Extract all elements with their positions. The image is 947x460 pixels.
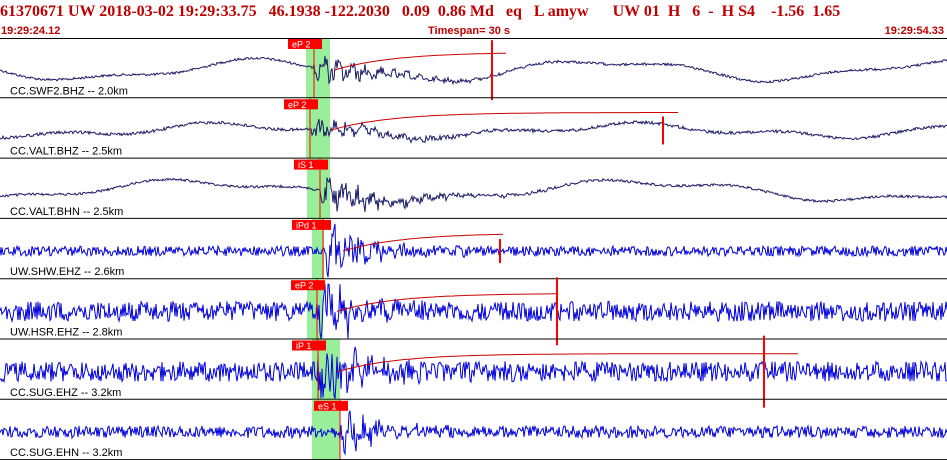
station-channel-label: CC.VALT.BHZ -- 2.5km: [10, 146, 122, 158]
station-channel-label: CC.SUG.EHZ -- 3.2km: [10, 387, 121, 399]
analysis-window-highlight: [312, 218, 324, 280]
phase-pick-label: eP 2: [292, 40, 310, 50]
phase-pick-flag[interactable]: [288, 39, 322, 49]
phase-pick-flag[interactable]: [291, 280, 325, 291]
waveform-line: [0, 55, 947, 86]
trace-row[interactable]: iPd 1 UW.SHW.EHZ -- 2.6km: [0, 218, 947, 280]
phase-pick-label: eP 2: [288, 100, 306, 110]
phase-pick-flag[interactable]: [292, 219, 331, 230]
trace-row[interactable]: iP 1 CC.SUG.EHZ -- 3.2km: [0, 335, 947, 408]
trace-row[interactable]: iS 1 CC.VALT.BHN -- 2.5km: [0, 158, 947, 219]
waveform-line: [0, 223, 947, 278]
phase-pick-label: iPd 1: [296, 220, 317, 230]
phase-pick-flag[interactable]: [314, 400, 348, 411]
waveform-line: [0, 118, 947, 144]
analysis-window-highlight: [307, 158, 330, 219]
station-channel-label: CC.SUG.EHN -- 3.2km: [10, 447, 122, 459]
waveform-line: [0, 177, 947, 213]
station-channel-label: CC.VALT.BHN -- 2.5km: [10, 206, 123, 218]
station-channel-label: UW.HSR.EHZ -- 2.8km: [10, 327, 122, 339]
waveform-line: [0, 410, 947, 456]
seismogram-panel[interactable]: eP 2 CC.SWF2.BHZ -- 2.0km eP 2 CC.VALT.BHZ …: [0, 38, 947, 460]
station-channel-label: UW.SHW.EHZ -- 2.6km: [10, 266, 124, 278]
phase-pick-flag[interactable]: [284, 99, 318, 110]
station-channel-label: CC.SWF2.BHZ -- 2.0km: [10, 85, 128, 97]
waveform-line: [0, 346, 947, 399]
end-time-label: 19:29:54.33: [884, 25, 944, 37]
event-summary-header: 61370671 UW 2018-03-02 19:29:33.75 46.19…: [0, 3, 841, 20]
start-time-label: 19:29:24.12: [1, 25, 61, 37]
phase-pick-label: eP 2: [295, 281, 313, 291]
phase-pick-flag[interactable]: [294, 159, 328, 170]
waveform-line: [0, 283, 947, 339]
phase-pick-flag[interactable]: [292, 340, 326, 351]
trace-row[interactable]: eP 2 CC.SWF2.BHZ -- 2.0km: [0, 38, 947, 101]
coda-decay-curve: [329, 112, 678, 131]
trace-row[interactable]: eP 2 UW.HSR.EHZ -- 2.8km: [0, 277, 947, 346]
trace-row[interactable]: eP 2 CC.VALT.BHZ -- 2.5km: [0, 98, 947, 159]
trace-row[interactable]: eS 1 CC.SUG.EHN -- 3.2km: [0, 399, 947, 460]
coda-decay-curve: [336, 293, 557, 312]
phase-pick-label: iP 1: [296, 341, 311, 351]
analysis-window-highlight: [307, 279, 323, 340]
coda-decay-curve: [337, 353, 798, 373]
coda-decay-curve: [342, 233, 504, 252]
timespan-label: Timespan= 30 s: [428, 25, 511, 37]
phase-pick-label: iS 1: [298, 160, 314, 170]
phase-pick-label: eS 1: [318, 401, 337, 411]
coda-decay-curve: [333, 52, 506, 71]
